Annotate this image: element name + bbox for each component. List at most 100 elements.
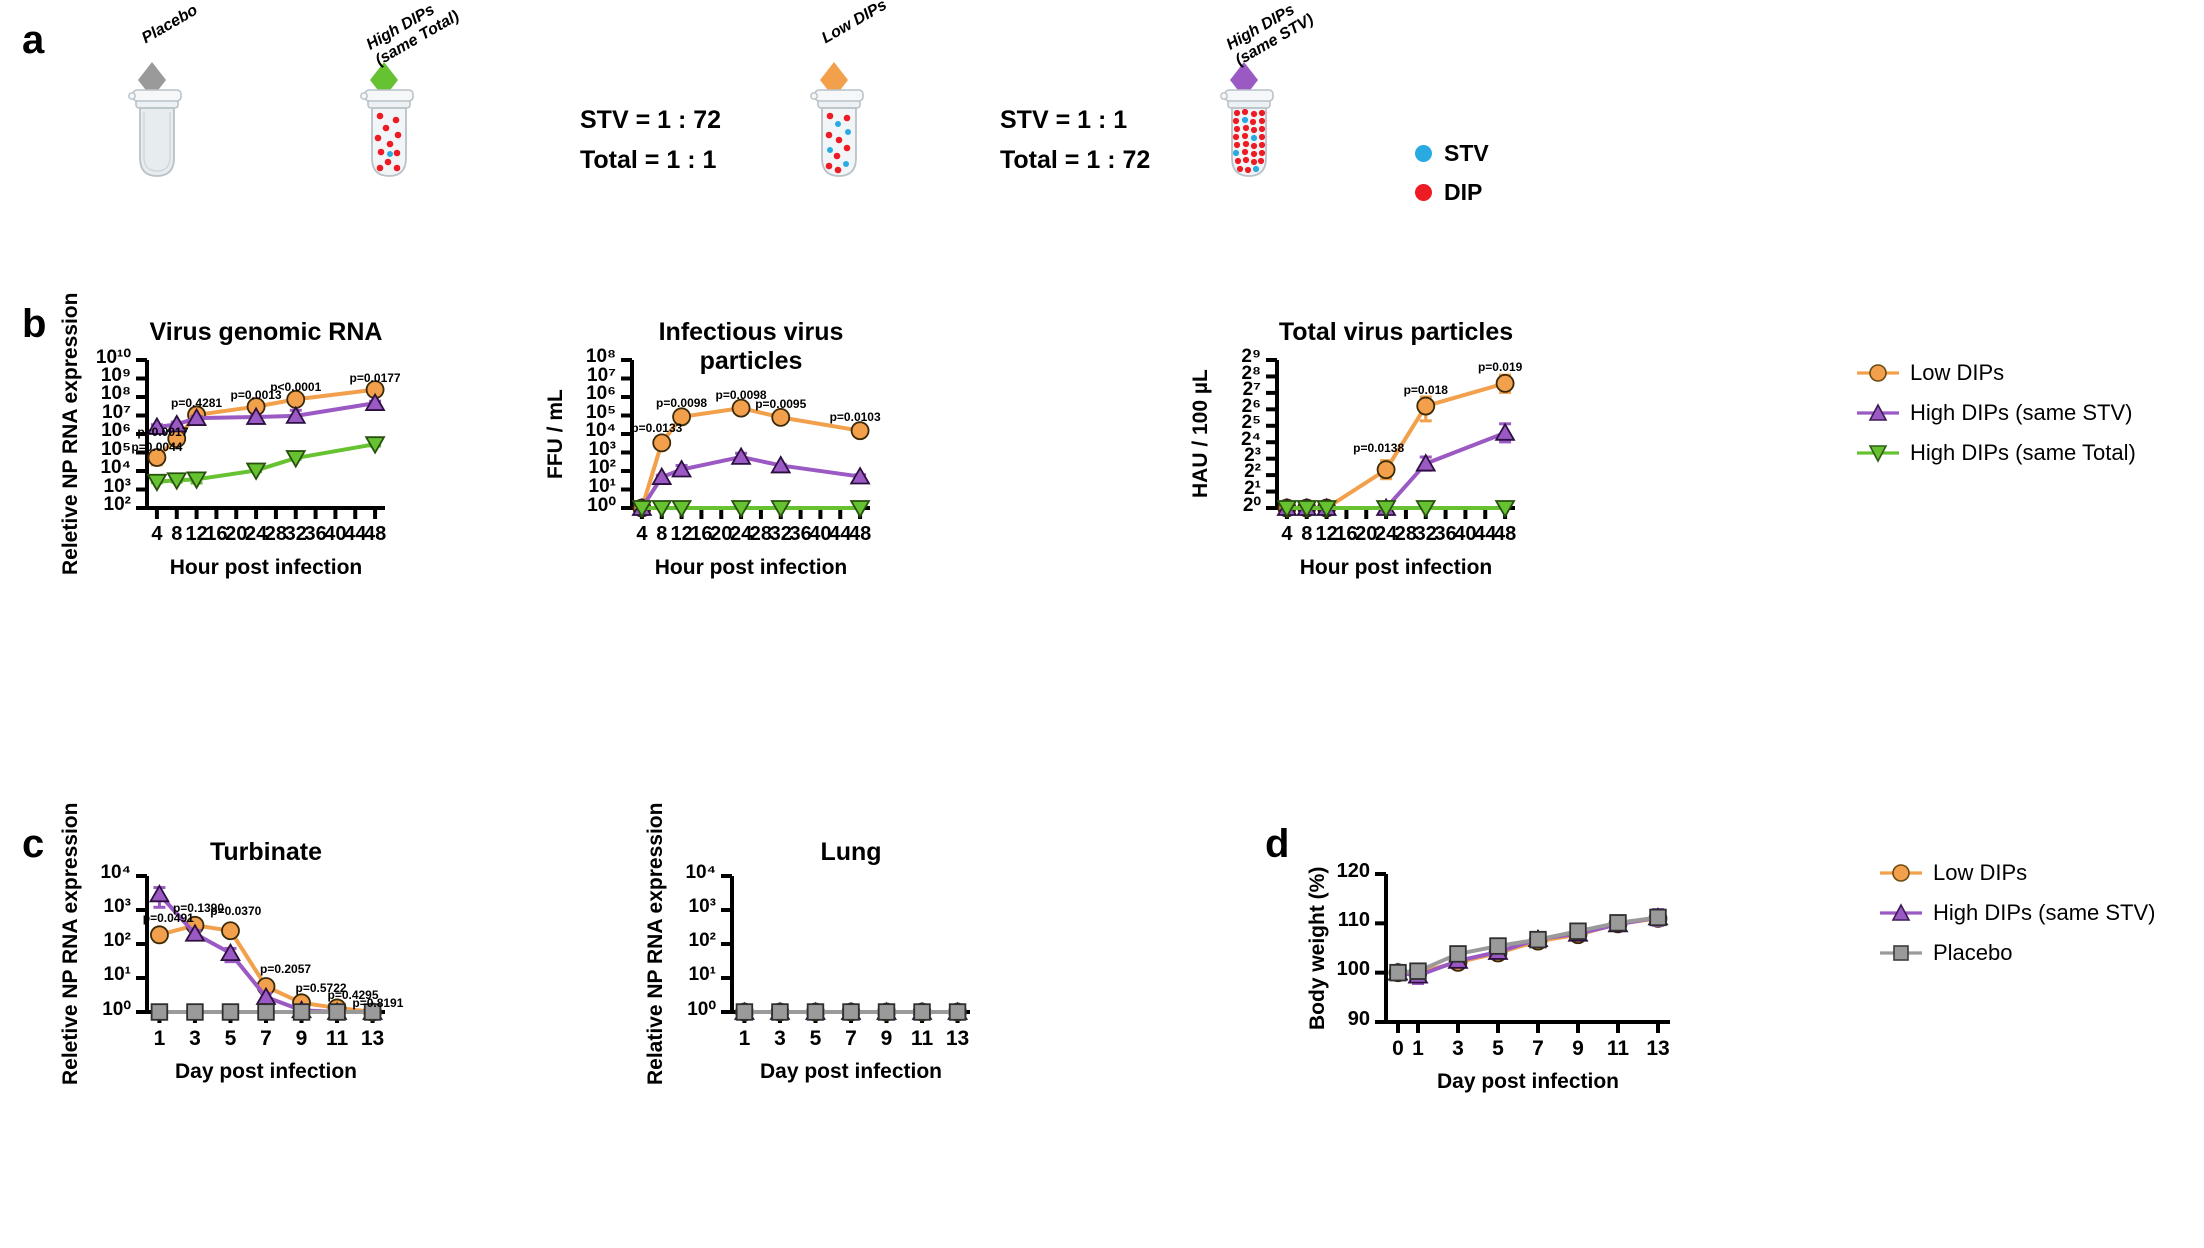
legend-label-d-low-dips: Low DIPs [1933, 860, 2028, 885]
y-tick-label: 2⁴ [1241, 428, 1261, 450]
y-axis-label: Body weight (%) [1306, 866, 1329, 1030]
x-axis-label: Day post infection [174, 1060, 358, 1083]
x-tick-label: 32 [769, 523, 792, 545]
y-tick-label: 10⁶ [586, 383, 616, 405]
y-tick-label: 2³ [1244, 444, 1261, 466]
legend-marker-triangle-down-icon [1855, 442, 1901, 464]
p-value-annotation: p=0.0098 [715, 387, 767, 402]
x-tick-label: 3 [774, 1027, 786, 1050]
legend-item-d-placebo: Placebo [1878, 940, 2156, 966]
x-tick-label: 12 [185, 523, 208, 545]
x-tick-label: 1 [153, 1027, 166, 1050]
schematic-tube-placebo [108, 40, 278, 180]
y-tick-label: 2¹ [1244, 477, 1261, 499]
panel-b-legend: Low DIPs High DIPs (same STV) High DIPs … [1855, 360, 2136, 480]
x-axis-label: Day post infection [759, 1060, 943, 1083]
x-tick-label: 48 [363, 523, 387, 545]
x-tick-label: 3 [189, 1027, 201, 1050]
stv-dot-icon [1415, 145, 1432, 162]
p-value-annotation: p=0.8191 [352, 996, 404, 1011]
diamond-placebo-icon [138, 62, 166, 98]
series-low-dips [632, 398, 870, 518]
chart-turbinate: Turbinate 10⁰ 10¹ 10² 10³ 10⁴ 1 3 5 7 9 11 13 p=0.049… [55, 803, 535, 1122]
legend-item-d-low-dips: Low DIPs [1878, 860, 2156, 886]
x-tick-label: 28 [749, 523, 773, 545]
y-tick-label: 10³ [588, 438, 616, 460]
y-tick-label: 2² [1244, 461, 1261, 483]
diamond-low-dips-icon [820, 62, 848, 98]
y-tick-label: 10⁷ [102, 401, 131, 423]
stv-dot-label: STV [1444, 140, 1489, 166]
y-tick-label: 10⁶ [101, 420, 131, 442]
ratio-stv-1: STV = 1 : 72 [580, 106, 722, 134]
series-high-dips-same-stv [146, 392, 386, 435]
y-tick-label: 10¹ [688, 964, 716, 986]
x-tick-label: 1 [738, 1027, 751, 1050]
x-tick-label: 1 [1412, 1037, 1424, 1060]
chart-title: Turbinate [209, 838, 323, 866]
y-tick-label: 2⁹ [1241, 346, 1261, 368]
y-tick-label: 2⁶ [1241, 395, 1261, 417]
legend-item-low-dips: Low DIPs [1855, 360, 2136, 386]
x-axis-label: Hour post infection [654, 556, 848, 579]
x-tick-label: 4 [636, 523, 648, 545]
y-tick-label: 10² [688, 930, 716, 952]
y-tick-label: 2⁸ [1241, 362, 1261, 384]
x-tick-label: 48 [1493, 523, 1517, 545]
y-tick-label: 10⁰ [102, 999, 131, 1021]
x-tick-label: 5 [224, 1027, 237, 1050]
y-tick-label: 10⁵ [100, 438, 131, 460]
x-tick-label: 24 [1374, 523, 1398, 545]
x-tick-label: 8 [171, 523, 183, 545]
x-tick-label: 12 [670, 523, 693, 545]
legend-label-d-high-dips-stv: High DIPs (same STV) [1933, 900, 2156, 925]
tube-body-placebo [128, 89, 182, 177]
y-tick-label: 10¹ [588, 475, 616, 497]
legend-marker-triangle-up-icon [1878, 902, 1924, 924]
dot-legend: STV DIP [1415, 140, 1489, 206]
x-tick-label: 20 [225, 523, 248, 545]
x-tick-label: 11 [910, 1027, 934, 1050]
x-tick-label: 32 [284, 523, 307, 545]
x-tick-label: 13 [360, 1027, 385, 1050]
x-tick-label: 44 [829, 523, 852, 545]
x-tick-label: 9 [1572, 1037, 1584, 1060]
p-value-annotation: p=0.0370 [210, 903, 262, 918]
plot-area [1266, 358, 1516, 519]
x-tick-label: 13 [1646, 1037, 1670, 1060]
x-tick-label: 16 [690, 523, 713, 545]
x-tick-label: 48 [848, 523, 872, 545]
y-tick-label: 10⁴ [100, 457, 131, 479]
p-value-annotation: p<0.0001 [270, 379, 322, 394]
y-tick-label: 10³ [103, 475, 131, 497]
p-value-annotation: p=0.1390 [172, 901, 225, 915]
tube-body-low-dips [810, 89, 864, 177]
panel-letter-b: b [22, 302, 47, 346]
x-tick-label: 11 [1606, 1037, 1630, 1060]
chart-body-weight: 90 100 110 120 0 1 3 5 7 9 11 13 Body weight (%) Day … [1300, 848, 1820, 1132]
x-tick-label: 20 [1355, 523, 1378, 545]
x-tick-label: 9 [880, 1027, 893, 1050]
series-placebo [735, 1003, 967, 1021]
x-tick-label: 20 [710, 523, 733, 545]
panel-letter-a: a [22, 18, 45, 62]
ratio-total-1: Total = 1 : 1 [580, 146, 717, 174]
y-axis-label: Reletive NP RNA expression [59, 292, 82, 576]
y-tick-label: 2⁰ [1242, 495, 1261, 517]
y-tick-label: 10⁴ [685, 862, 716, 884]
tube-body-high-dips-stv [1220, 89, 1274, 177]
y-tick-label: 2⁵ [1241, 412, 1262, 434]
chart-title: Virus genomic RNA [149, 318, 383, 346]
legend-marker-triangle-up-icon [1855, 402, 1901, 424]
chart-infectious-virus-particles: Infectious virus particles 10⁰ 10¹ 10² 10³ 10… [540, 318, 1020, 622]
y-tick-label: 10⁷ [587, 364, 616, 386]
y-tick-label: 10¹ [103, 964, 131, 986]
x-tick-label: 44 [1474, 523, 1497, 545]
y-tick-label: 10³ [688, 896, 716, 918]
y-tick-label: 10⁸ [585, 346, 616, 368]
x-tick-label: 36 [1434, 523, 1457, 545]
dip-stv-dots [825, 112, 851, 174]
x-tick-label: 40 [809, 523, 832, 545]
x-tick-label: 4 [1281, 523, 1293, 545]
legend-item-high-dips-total: High DIPs (same Total) [1855, 440, 2136, 466]
